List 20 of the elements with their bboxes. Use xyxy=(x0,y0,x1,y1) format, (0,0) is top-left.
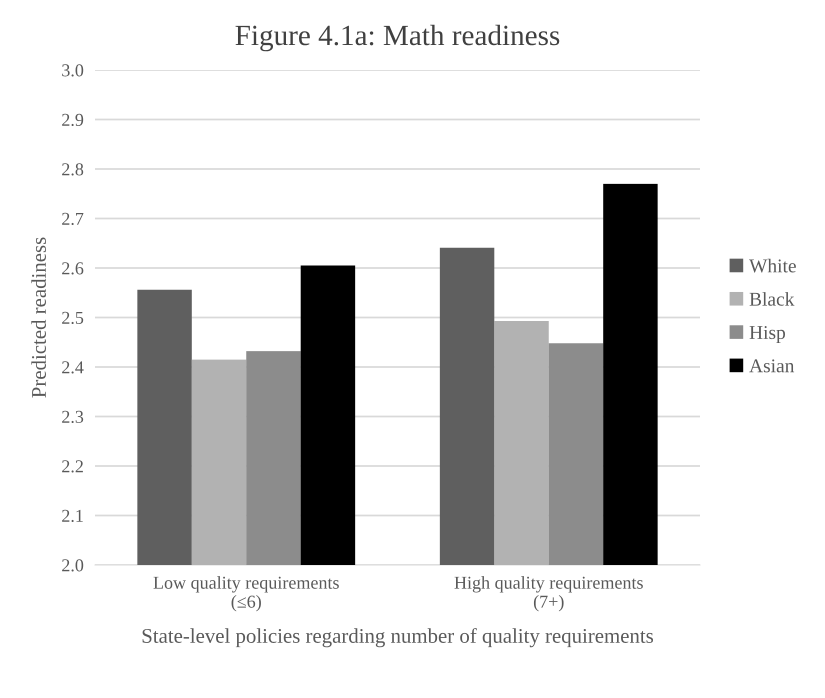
y-axis-title: Predicted readiness xyxy=(31,238,46,398)
y-tick-label: 2.4 xyxy=(62,361,84,374)
y-tick-label: 2.6 xyxy=(62,262,84,275)
legend-label: Hisp xyxy=(750,326,786,344)
y-tick-label: 2.2 xyxy=(62,460,83,473)
y-tick-label: 2.9 xyxy=(62,114,84,126)
x-tick-label: High quality requirements (7+) xyxy=(454,576,643,612)
y-tick-label: 2.3 xyxy=(62,410,84,424)
x-tick-label: Low quality requirements (≤6) xyxy=(154,576,339,612)
legend-label: Black xyxy=(750,292,794,306)
x-axis-title: State-level policies regarding number of quality requirements xyxy=(142,628,654,648)
y-tick-label: 2.1 xyxy=(62,510,83,522)
y-tick-label: 2.8 xyxy=(62,163,84,176)
y-tick-label: 2.5 xyxy=(62,312,84,324)
legend-label: White xyxy=(749,258,796,273)
chart-title: Figure 4.1a: Math readiness xyxy=(236,24,560,52)
y-tick-label: 3.0 xyxy=(62,64,84,77)
legend-label: Asian xyxy=(749,359,794,372)
y-tick-label: 2.7 xyxy=(62,212,84,226)
y-tick-label: 2.0 xyxy=(62,559,84,572)
